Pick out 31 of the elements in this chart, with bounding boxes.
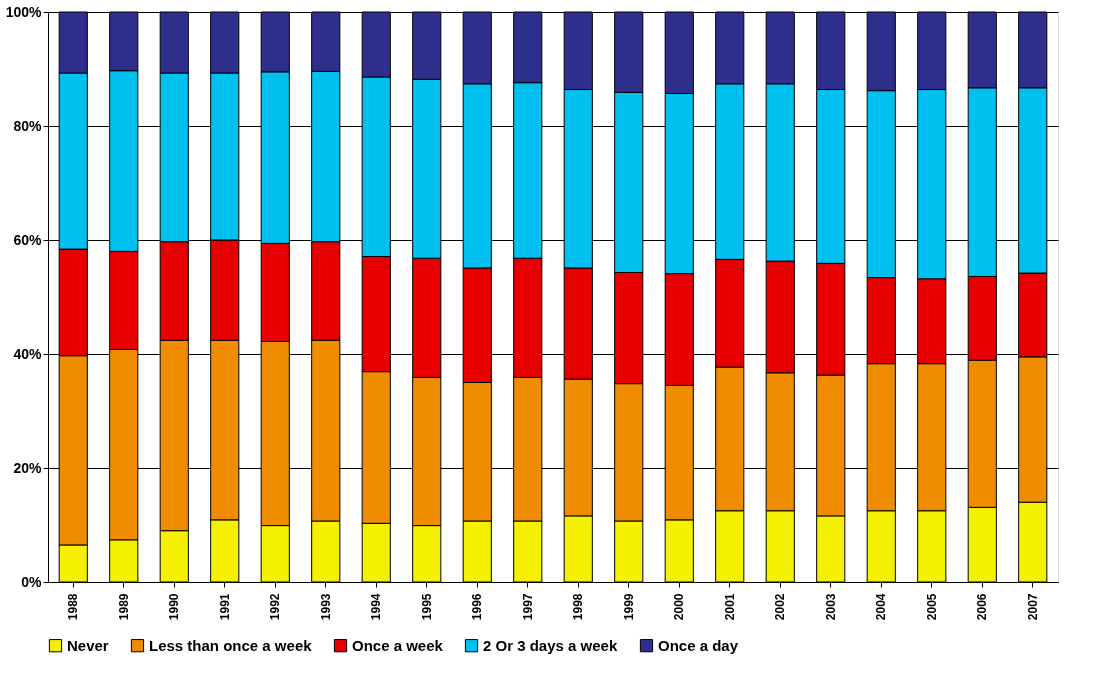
x-tick-label: 2002 <box>773 593 788 621</box>
legend-label: 2 Or 3 days a week <box>483 636 618 654</box>
legend-label: Once a week <box>352 636 444 654</box>
x-tick-label: 2004 <box>874 593 889 621</box>
x-tick-label: 1989 <box>116 593 131 621</box>
x-tick-label: 2000 <box>672 593 687 621</box>
x-tick-label: 2001 <box>722 593 737 621</box>
legend-label: Never <box>67 636 109 654</box>
x-tick-label: 2006 <box>975 593 990 621</box>
x-tick-label: 1990 <box>167 593 182 621</box>
y-tick-label: 100% <box>5 3 43 20</box>
x-tick-label: 2005 <box>924 593 939 621</box>
x-tick-label: 1988 <box>66 593 81 621</box>
x-tick-label: 1995 <box>419 593 434 621</box>
y-tick-label: 80% <box>13 117 43 134</box>
y-tick-label: 0% <box>21 573 43 590</box>
x-tick-label: 1997 <box>520 593 535 621</box>
x-tick-label: 1993 <box>318 593 333 621</box>
x-tick-label: 1992 <box>268 593 283 621</box>
legend-label: Less than once a week <box>149 636 313 654</box>
x-tick-label: 1991 <box>217 593 232 621</box>
x-tick-label: 1998 <box>571 593 586 621</box>
y-tick-label: 60% <box>13 231 43 248</box>
x-tick-label: 1999 <box>621 593 636 621</box>
x-tick-label: 2003 <box>823 593 838 621</box>
x-tick-label: 1994 <box>369 593 384 621</box>
y-tick-label: 40% <box>13 345 43 362</box>
x-tick-label: 1996 <box>470 593 485 621</box>
x-tick-label: 2007 <box>1025 593 1040 621</box>
legend-label: Once a day <box>658 636 739 654</box>
y-tick-label: 20% <box>13 459 43 476</box>
